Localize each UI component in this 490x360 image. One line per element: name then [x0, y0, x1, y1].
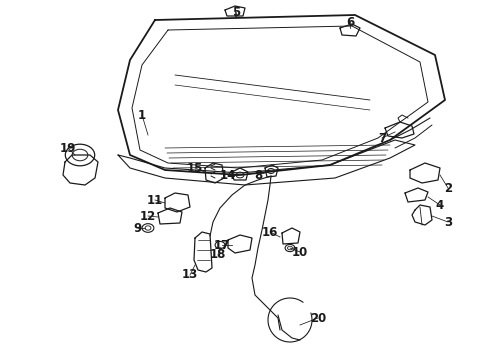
- Text: 6: 6: [346, 15, 354, 28]
- Text: 10: 10: [292, 246, 308, 258]
- Text: 2: 2: [444, 181, 452, 194]
- Text: 5: 5: [232, 5, 240, 18]
- Text: 17: 17: [214, 239, 230, 252]
- Text: 14: 14: [220, 168, 236, 181]
- Text: 1: 1: [138, 108, 146, 122]
- Text: 12: 12: [140, 210, 156, 222]
- Text: 4: 4: [436, 198, 444, 212]
- Text: 8: 8: [254, 168, 262, 181]
- Text: 7: 7: [378, 131, 386, 144]
- Text: 3: 3: [444, 216, 452, 229]
- Text: 19: 19: [60, 141, 76, 154]
- Text: 11: 11: [147, 194, 163, 207]
- Text: 15: 15: [187, 162, 203, 175]
- Text: 18: 18: [210, 248, 226, 261]
- Text: 9: 9: [134, 221, 142, 234]
- Text: 13: 13: [182, 269, 198, 282]
- Text: 20: 20: [310, 311, 326, 324]
- Text: 16: 16: [262, 225, 278, 239]
